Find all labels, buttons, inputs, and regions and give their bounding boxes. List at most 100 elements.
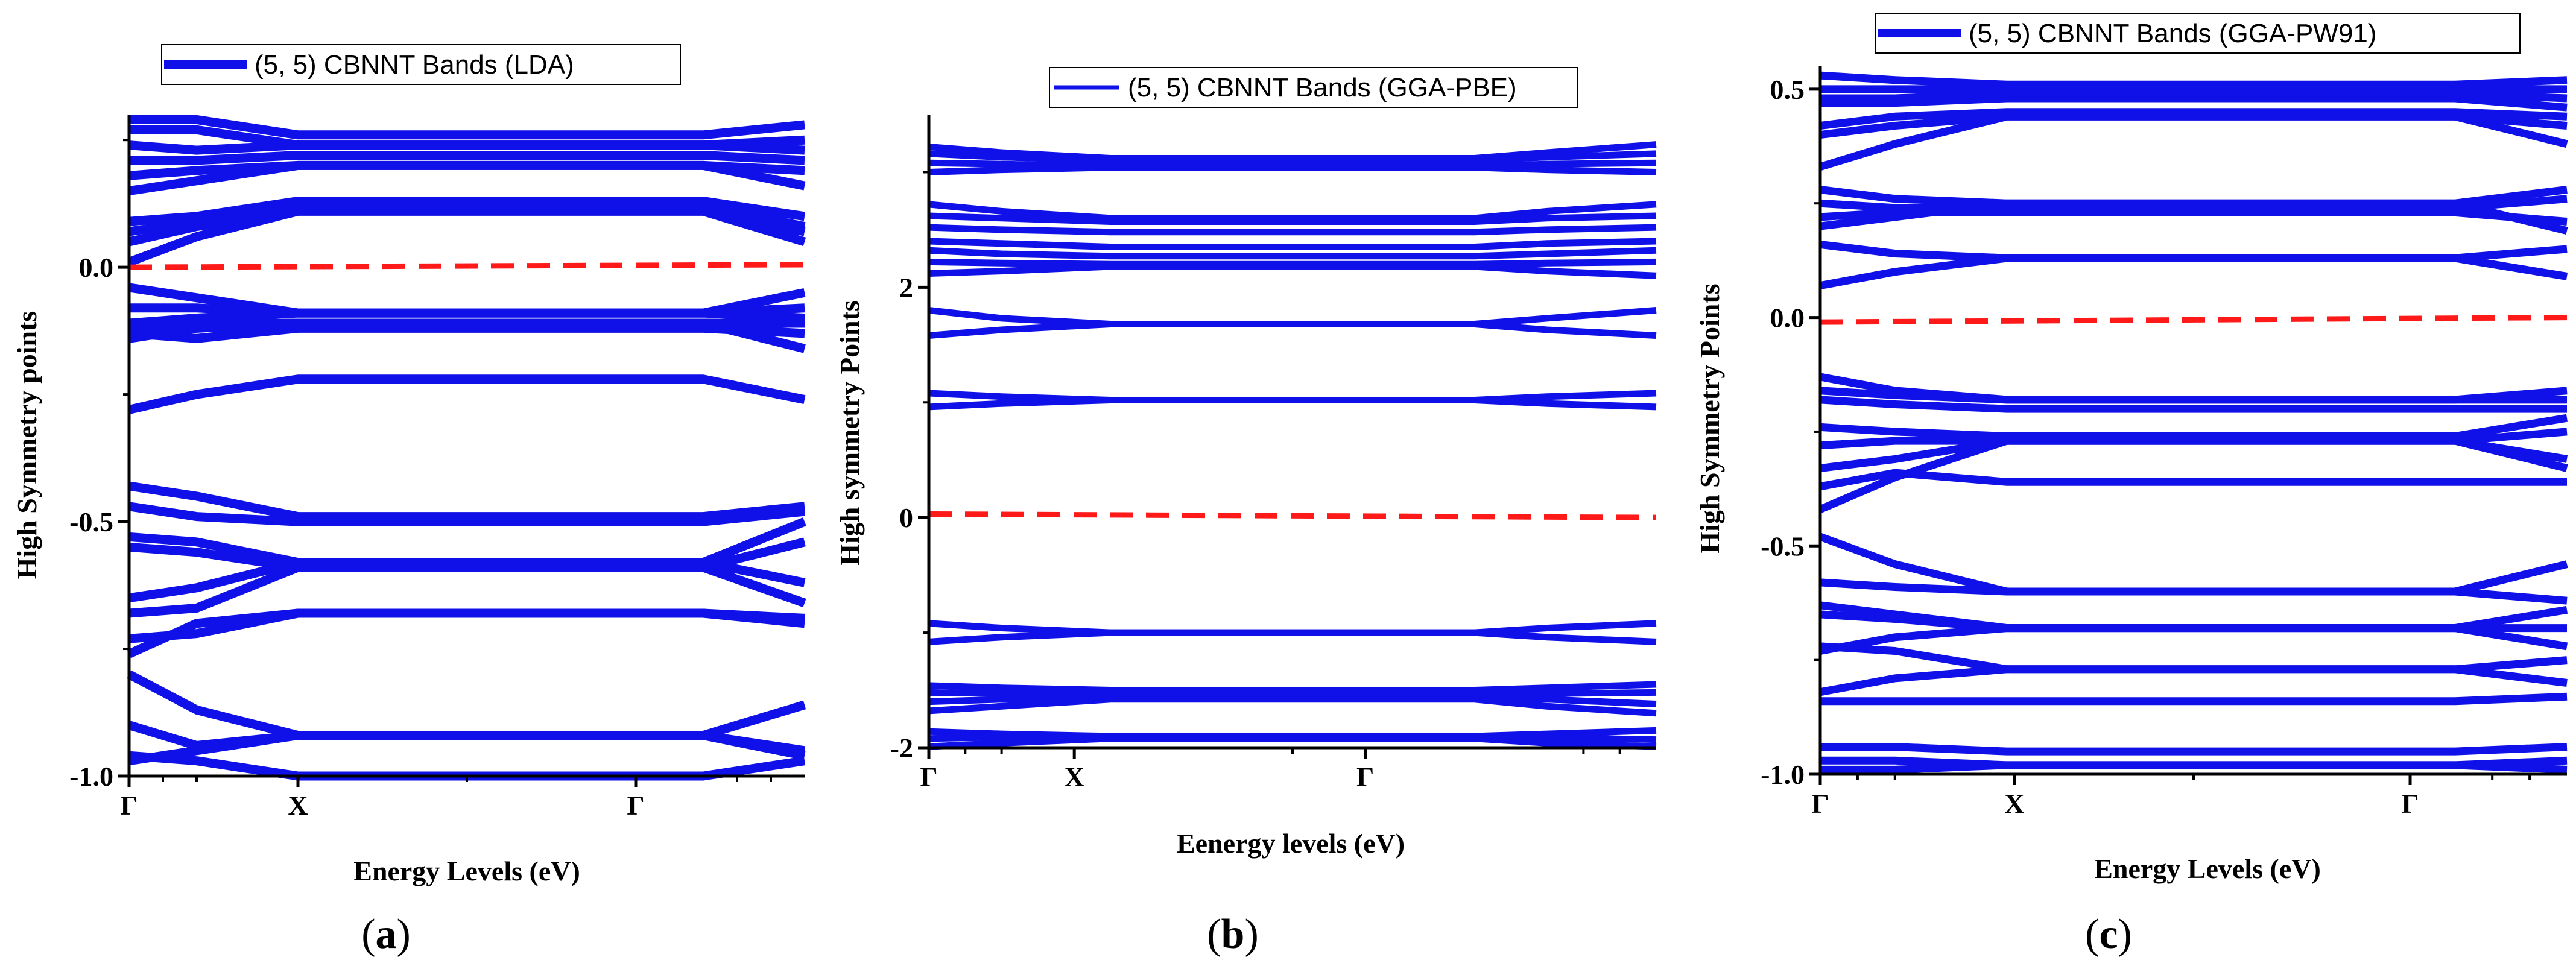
panel-a-fermi-level	[128, 262, 805, 270]
panel-a-legend-label: (5, 5) CBNNT Bands (LDA)	[255, 50, 574, 80]
panel-b-band-24	[928, 735, 1657, 750]
panel-c-label: (c)	[2085, 911, 2132, 958]
panel-b-x-tick-label-3: Γ	[1356, 762, 1374, 792]
panel-c-band-28	[1819, 665, 2568, 696]
panel-c-band-3	[1820, 89, 2568, 103]
panel-a-x-tick-label-3: Γ	[627, 790, 644, 821]
panel-c-y-tick-label-3: -0.5	[1761, 531, 1805, 561]
panel-c-y-ticks: 0.5 0.0 -0.5 -1.0	[1761, 74, 1820, 790]
panel-a-band-8	[128, 201, 806, 236]
panel-c-fermi-level	[1820, 315, 2568, 325]
panel-a-band-23	[128, 563, 806, 618]
panel-b-band-7	[928, 224, 1657, 236]
panel-a-band-4	[129, 151, 805, 165]
panel-c-x-tick-label-1: Γ	[1811, 788, 1829, 819]
panel-c: 0.5 0.0 -0.5 -1.0 Γ X Γ (5, 5) CBNNT Bands (G…	[1694, 13, 2568, 958]
panel-b-band-2	[928, 150, 1657, 164]
panel-c-band-32	[1820, 761, 2568, 774]
panel-b-label: (b)	[1207, 911, 1259, 958]
panel-a-x-tick-label-2: X	[288, 790, 308, 821]
panel-c-band-5	[1820, 108, 2568, 130]
panel-a-band-19	[128, 502, 805, 526]
panel-c-bands	[1818, 71, 2568, 774]
panel-b-letter: b	[1221, 911, 1245, 958]
panel-b-legend-box	[1049, 67, 1578, 108]
panel-c-band-15	[1820, 387, 2567, 404]
panel-a-y-axis-title: High Symmetry points	[11, 311, 42, 579]
panel-b: 2 0 -2 Γ X Γ (5, 5) CBNNT Bands (GGA-PBE) Ee…	[834, 67, 1657, 958]
panel-a-y-ticks: 0.0 -0.5 -1.0	[69, 139, 129, 792]
panel-c-y-tick-label-1: 0.5	[1770, 74, 1805, 105]
panel-b-band-11	[928, 263, 1657, 279]
panel-a-band-28	[128, 731, 806, 766]
panel-c-x-tick-label-2: X	[2004, 788, 2024, 819]
panel-c-legend: (5, 5) CBNNT Bands (GGA-PW91)	[1875, 13, 2521, 54]
panel-c-y-tick-label-4: -1.0	[1761, 759, 1805, 790]
panel-b-legend-label: (5, 5) CBNNT Bands (GGA-PBE)	[1128, 73, 1517, 103]
panel-a-legend-box	[161, 44, 681, 85]
panel-c-band-23	[1820, 578, 2568, 605]
panel-b-x-tick-label-1: Γ	[920, 762, 937, 792]
panel-b-y-tick-label-3: -2	[890, 733, 913, 763]
panel-c-band-17	[1820, 414, 2568, 440]
panel-b-band-21	[928, 696, 1657, 717]
panel-a-band-1	[129, 115, 805, 140]
panel-b-band-9	[928, 247, 1657, 260]
panel-a-letter: a	[376, 911, 397, 958]
panel-b-band-8	[928, 238, 1657, 250]
panel-a-band-26	[127, 670, 806, 740]
panel-a-y-tick-label-3: -1.0	[69, 761, 113, 792]
panel-c-band-10	[1820, 208, 2568, 226]
panel-a-band-3	[128, 140, 805, 155]
panel-c-band-21	[1818, 437, 2568, 513]
panel-c-y-tick-label-2: 0.0	[1770, 303, 1805, 333]
panel-b-y-ticks: 2 0 -2	[890, 171, 929, 763]
panel-c-band-22	[1818, 532, 2568, 596]
panel-a-x-tick-label-1: Γ	[120, 790, 138, 821]
panel-a-band-7	[128, 197, 806, 226]
panel-b-band-17	[928, 629, 1657, 645]
panel-c-band-1	[1820, 71, 2568, 89]
panel-b-x-tick-label-2: X	[1065, 762, 1084, 792]
panel-a-band-17	[128, 374, 806, 414]
panel-a-legend: (5, 5) CBNNT Bands (LDA)	[161, 44, 681, 85]
panel-b-band-18	[928, 681, 1657, 693]
panel-b-band-6	[928, 212, 1657, 225]
panel-a-x-axis-title: Energy Levels (eV)	[353, 856, 580, 886]
panel-c-band-7	[1819, 112, 2568, 171]
panel-b-legend: (5, 5) CBNNT Bands (GGA-PBE)	[1049, 67, 1578, 108]
panel-a-bands	[127, 115, 806, 781]
panel-a-band-16	[128, 318, 806, 353]
panel-c-legend-box	[1875, 13, 2521, 54]
panel-a-label: (a)	[361, 911, 411, 958]
panel-a-y-tick-label-1: 0.0	[79, 252, 114, 283]
panel-b-band-4	[928, 164, 1657, 175]
panel-a-band-13	[128, 308, 805, 328]
panel-a-band-18	[128, 481, 805, 522]
panel-c-band-27	[1819, 624, 2568, 655]
panel-a-band-10	[127, 206, 806, 267]
panel-c-band-16	[1820, 396, 2567, 413]
panel-a-band-22	[128, 558, 806, 603]
panel-b-y-tick-label-2: 0	[899, 502, 913, 533]
panel-b-bands	[928, 141, 1657, 750]
panel-c-x-tick-label-3: Γ	[2401, 788, 2419, 819]
panel-c-x-axis-title: Energy Levels (eV)	[2094, 853, 2321, 884]
panel-b-fermi-level	[928, 511, 1657, 520]
panel-b-band-5	[928, 201, 1657, 222]
panel-a: 0.0 -0.5 -1.0 Γ X Γ (5, 5) CBNNT Bands (LDA)…	[11, 44, 806, 958]
panel-c-band-20	[1819, 469, 2567, 491]
panel-a-band-6	[128, 160, 806, 196]
panel-b-band-15	[928, 397, 1657, 411]
panel-a-y-tick-label-2: -0.5	[69, 507, 113, 537]
panel-b-x-axis-title: Eenergy levels (eV)	[1177, 828, 1405, 859]
panel-a-band-25	[127, 608, 805, 658]
panel-c-band-30	[1820, 743, 2568, 756]
panel-b-y-tick-label-1: 2	[899, 272, 913, 303]
panel-c-band-4	[1820, 94, 2568, 112]
panel-c-band-29	[1820, 692, 2568, 706]
